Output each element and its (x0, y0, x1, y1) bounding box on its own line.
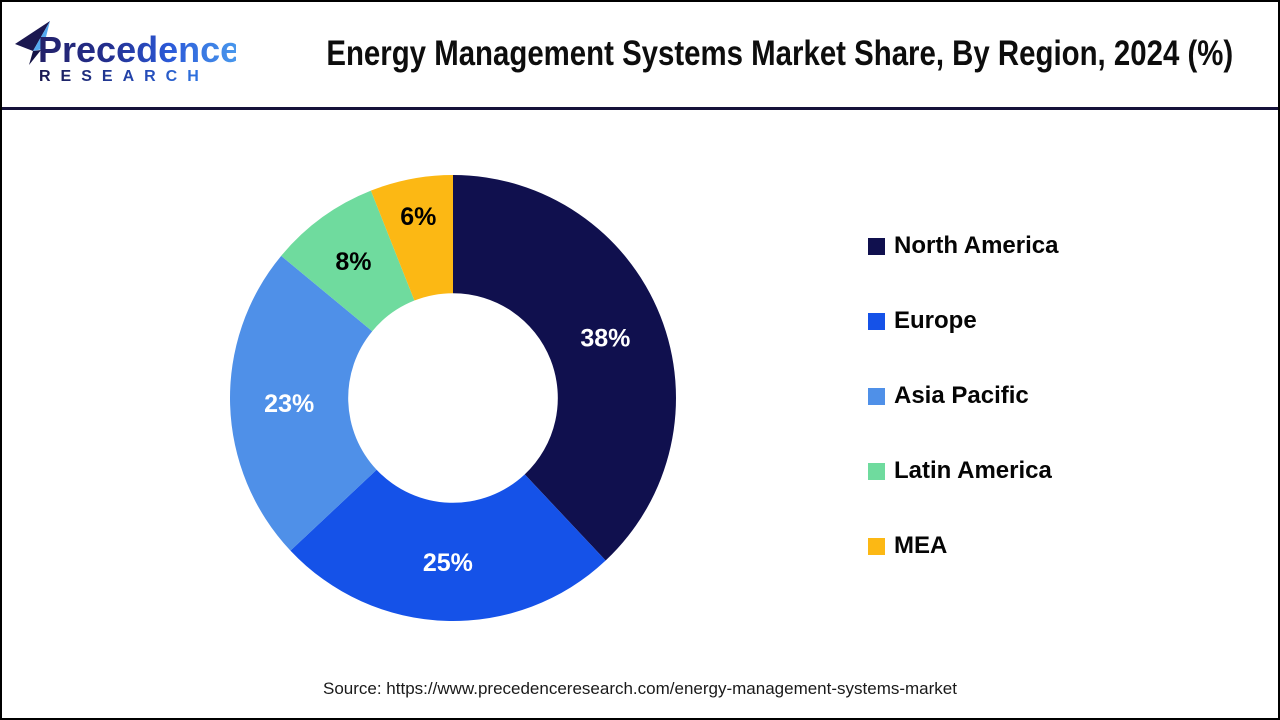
legend-label: MEA (894, 532, 948, 559)
legend: North America Europe Asia Pacific Latin … (868, 231, 1058, 561)
precedence-research-logo: Precedence RESEARCH (0, 18, 240, 89)
legend-swatch (868, 387, 885, 405)
donut-chart: 38% 25% 23% 8% 6% (230, 175, 676, 621)
slice-mea (370, 175, 453, 301)
logo-brand-text: Precedence (38, 29, 236, 70)
paper-plane-icon (15, 21, 50, 65)
slice-europe (290, 469, 606, 621)
legend-label: Asia Pacific (894, 382, 1029, 409)
source-line: Source: https://www.precedenceresearch.c… (323, 679, 957, 698)
legend-item-latin-america: Latin America (868, 456, 1058, 486)
slice-north-america (453, 175, 676, 561)
legend-item-mea: MEA (868, 531, 1058, 561)
data-label-latin-america: 8% (335, 248, 371, 276)
data-label-asia-pacific: 23% (264, 390, 314, 418)
legend-item-asia-pacific: Asia Pacific (868, 381, 1058, 411)
header: Precedence RESEARCH Energy Management Sy… (0, 0, 1280, 110)
legend-item-europe: Europe (868, 306, 1058, 336)
slice-latin-america (281, 190, 415, 332)
legend-label: Latin America (894, 457, 1052, 484)
legend-swatch (868, 312, 885, 330)
page-title: Energy Management Systems Market Share, … (326, 33, 1234, 73)
legend-label: North America (894, 232, 1059, 259)
legend-swatch (868, 462, 885, 480)
legend-item-north-america: North America (868, 231, 1058, 261)
legend-swatch (868, 537, 885, 555)
slice-asia-pacific (230, 255, 377, 551)
logo-sub-text: RESEARCH (39, 68, 209, 84)
legend-label: Europe (894, 307, 977, 334)
logo-graphic: Precedence RESEARCH (15, 21, 240, 85)
data-label-north-america: 38% (580, 325, 630, 353)
data-label-europe: 25% (423, 549, 473, 577)
data-label-mea: 6% (400, 203, 436, 231)
legend-swatch (868, 237, 885, 255)
